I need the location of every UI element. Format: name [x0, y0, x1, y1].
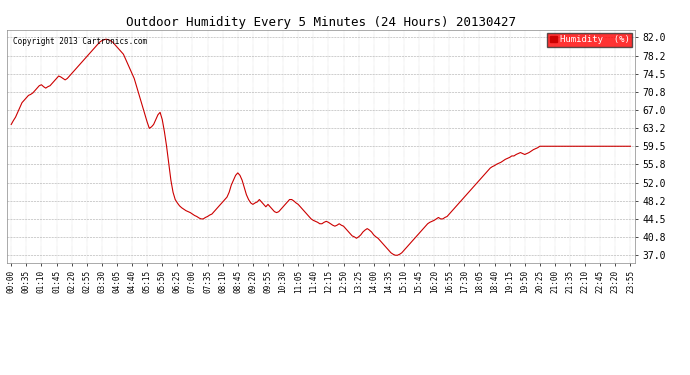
Title: Outdoor Humidity Every 5 Minutes (24 Hours) 20130427: Outdoor Humidity Every 5 Minutes (24 Hou…	[126, 16, 516, 29]
Text: Copyright 2013 Cartronics.com: Copyright 2013 Cartronics.com	[13, 37, 147, 46]
Legend: Humidity  (%): Humidity (%)	[547, 33, 632, 47]
